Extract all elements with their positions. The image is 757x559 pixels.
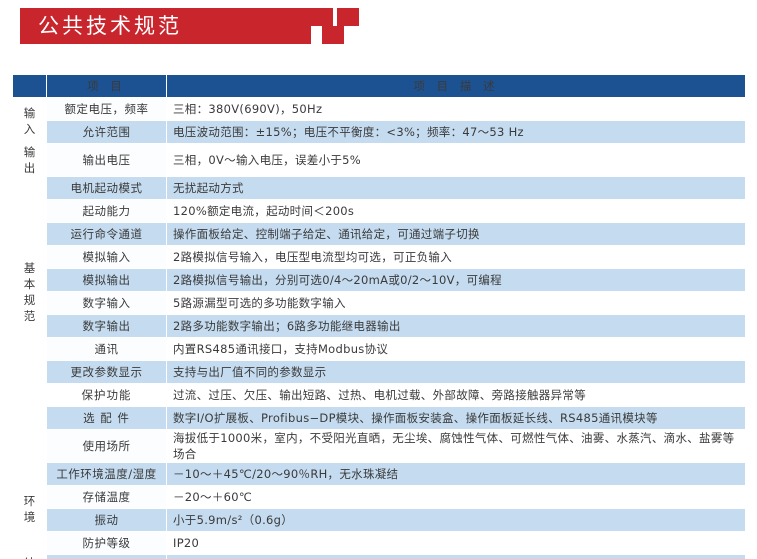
description-cell: 2路模拟信号输入，电压型电流型均可选，可正负输入 [166, 245, 746, 269]
table-row: 通讯 内置RS485通讯接口，支持Modbus协议 [13, 337, 746, 361]
item-label: 允许范围 [46, 120, 167, 144]
table-row: 运行命令通道 操作面板给定、控制端子给定、通讯给定，可通过端子切换 [13, 222, 746, 246]
description-cell: －20～＋60℃ [166, 485, 746, 509]
item-label: 通讯 [46, 337, 167, 361]
table-row: 输出输出电压 三相，0V～输入电压，误差小于5% [12, 143, 746, 177]
item-label: 工作环境温度/湿度 [46, 462, 167, 486]
item-label: 更改参数显示 [46, 360, 167, 384]
description-cell: 操作面板给定、控制端子给定、通讯给定，可通过端子切换 [166, 222, 746, 246]
table-row: 存储温度 －20～＋60℃ [13, 485, 746, 509]
item-label: 振动 [46, 508, 167, 532]
table-row: 选 配 件数字I/O扩展板、Profibus−DP模块、操作面板安装盒、操作面板… [12, 406, 746, 463]
table-row: 数字输出 2路多功能数字输出；6路多功能继电器输出 [13, 314, 746, 338]
page-banner: 公共技术规范 [0, 8, 757, 54]
table-row: 模拟输出 2路模拟信号输出，分别可选0/4～20mA或0/2～10V，可编程 [13, 268, 746, 292]
spec-table-container: 项 目 项 目 描 述 输入额定电压，频率 三相：380V(690V)，50Hz 允… [12, 74, 746, 559]
table-row: 允许范围 电压波动范围：±15%；电压不平衡度：<3%；频率：47～53 Hz [13, 120, 746, 144]
description-cell: 120%额定电流，起动时间＜200s [166, 199, 746, 223]
item-label: 数字输入 [46, 291, 167, 315]
table-row: 模拟输入 2路模拟信号输入，电压型电流型均可选，可正负输入 [13, 245, 746, 269]
checker-square-4 [285, 26, 311, 44]
category-char: 基 [23, 260, 36, 275]
description-cell: 海拔低于1000米，室内，不受阳光直晒，无尘埃、腐蚀性气体、可燃性气体、油雾、水… [166, 429, 746, 463]
item-label: 模拟输入 [46, 245, 167, 269]
category-cell: 结构 [12, 554, 47, 559]
table-row: 环境工作环境温度/湿度 －10～＋45℃/20～90％RH，无水珠凝结 [12, 462, 746, 555]
category-char: 结 [19, 555, 40, 559]
category-cell: 输出 [12, 143, 47, 177]
description-cell: 过流、过压、欠压、输出短路、过热、电机过载、外部故障、旁路接触器异常等 [166, 383, 746, 407]
item-label-merged: 保护功能 [46, 383, 167, 407]
category-char: 输 [23, 145, 36, 159]
item-label: 冷却方式 [46, 554, 167, 559]
category-char: 输 [23, 105, 36, 120]
description-cell: 三相，0V～输入电压，误差小于5% [166, 143, 746, 177]
description-cell: 内置RS485通讯接口，支持Modbus协议 [166, 337, 746, 361]
item-label-merged: 选 配 件 [46, 406, 167, 430]
table-body: 输入额定电压，频率 三相：380V(690V)，50Hz 允许范围 电压波动范围：±1… [12, 97, 746, 559]
checker-square-2 [311, 8, 333, 26]
category-char: 境 [23, 509, 36, 524]
table-row: 结构冷却方式均为强制风冷 [12, 554, 746, 559]
category-char: 出 [23, 161, 36, 175]
description-cell: 支持与出厂值不同的参数显示 [166, 360, 746, 384]
item-label: 数字输出 [46, 314, 167, 338]
description-cell: 5路源漏型可选的多功能数字输入 [166, 291, 746, 315]
item-label: 输出电压 [46, 143, 167, 177]
table-row: 基本规范电机起动模式 无扰起动方式 [12, 176, 746, 407]
header-row: 项 目 项 目 描 述 [12, 74, 746, 98]
description-cell: 小于5.9m/s²（0.6g） [166, 508, 746, 532]
item-label: 使用场所 [46, 429, 167, 463]
description-cell: 三相：380V(690V)，50Hz [166, 97, 746, 121]
table-row: 防护等级 IP20 [13, 531, 746, 555]
table-row: 更改参数显示 支持与出厂值不同的参数显示 [13, 360, 746, 384]
table-header: 项 目 项 目 描 述 [12, 74, 746, 98]
description-cell: 数字I/O扩展板、Profibus−DP模块、操作面板安装盒、操作面板延长线、R… [166, 406, 746, 430]
item-label: 运行命令通道 [46, 222, 167, 246]
header-category [12, 74, 47, 98]
description-cell: 2路模拟信号输出，分别可选0/4～20mA或0/2～10V，可编程 [166, 268, 746, 292]
header-item: 项 目 [46, 74, 167, 98]
item-label: 存储温度 [46, 485, 167, 509]
checker-square-3 [337, 8, 359, 26]
category-cell: 输入 [12, 97, 47, 144]
category-cell-empty [12, 406, 47, 463]
table-row: 保护功能 过流、过压、欠压、输出短路、过热、电机过载、外部故障、旁路接触器异常等 [13, 383, 746, 407]
checker-square-1 [285, 8, 311, 26]
item-label: 电机起动模式 [46, 176, 167, 200]
description-cell: 无扰起动方式 [166, 176, 746, 200]
description-cell: 电压波动范围：±15%；电压不平衡度：<3%；频率：47～53 Hz [166, 120, 746, 144]
table-row: 起动能力 120%额定电流，起动时间＜200s [13, 199, 746, 223]
description-cell: －10～＋45℃/20～90％RH，无水珠凝结 [166, 462, 746, 486]
category-char: 规 [23, 292, 36, 307]
description-cell: 均为强制风冷 [166, 554, 746, 559]
table-row: 使用场所 海拔低于1000米，室内，不受阳光直晒，无尘埃、腐蚀性气体、可燃性气体、… [13, 429, 746, 463]
category-char: 本 [23, 276, 36, 291]
page-title: 公共技术规范 [38, 14, 182, 38]
header-description: 项 目 描 述 [166, 74, 746, 98]
table-row: 振动 小于5.9m/s²（0.6g） [13, 508, 746, 532]
category-cell: 基本规范 [12, 176, 47, 407]
item-label: 模拟输出 [46, 268, 167, 292]
item-label: 防护等级 [46, 531, 167, 555]
table-row: 输入额定电压，频率 三相：380V(690V)，50Hz [12, 97, 746, 144]
category-cell: 环境 [12, 462, 47, 555]
checker-square-5 [322, 26, 344, 44]
banner-red-bar [20, 8, 285, 44]
category-char: 范 [23, 308, 36, 323]
table-row: 数字输入 5路源漏型可选的多功能数字输入 [13, 291, 746, 315]
category-char: 入 [23, 121, 36, 136]
item-label: 额定电压，频率 [46, 97, 167, 121]
specification-table: 项 目 项 目 描 述 输入额定电压，频率 三相：380V(690V)，50Hz 允… [12, 74, 746, 559]
description-cell: IP20 [166, 531, 746, 555]
item-label: 起动能力 [46, 199, 167, 223]
category-char: 环 [23, 493, 36, 508]
description-cell: 2路多功能数字输出；6路多功能继电器输出 [166, 314, 746, 338]
